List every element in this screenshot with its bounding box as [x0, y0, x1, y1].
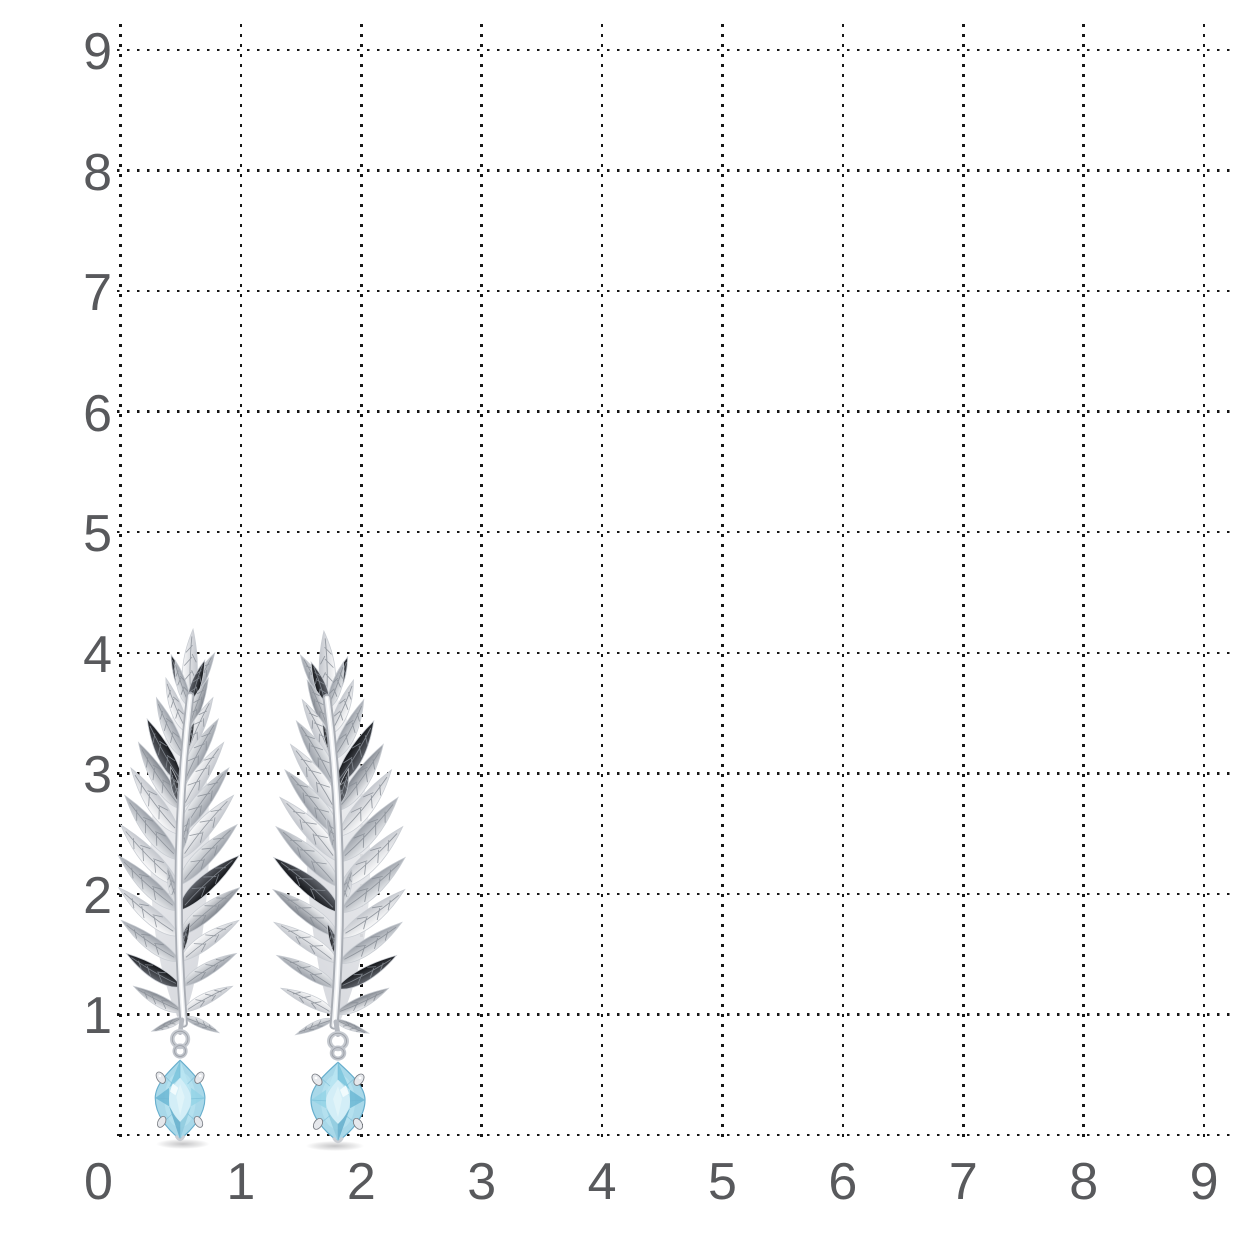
x-axis-label-1: 1 [226, 1153, 256, 1211]
grid-line-horizontal-5 [117, 530, 1233, 534]
y-axis-label-2: 2 [83, 866, 112, 925]
right-earring [269, 631, 413, 1151]
grid-line-horizontal-8 [117, 169, 1233, 172]
grid-line-horizontal-3 [117, 772, 1233, 775]
grid-line-vertical-3 [480, 24, 483, 1139]
left-earring [112, 629, 244, 1149]
grid-line-vertical-9 [1202, 24, 1206, 1139]
y-axis-label-8: 8 [83, 143, 112, 202]
x-axis-label-3: 3 [467, 1153, 497, 1211]
x-axis-label-2: 2 [346, 1153, 376, 1211]
x-axis-label-7: 7 [948, 1153, 978, 1211]
grid-line-vertical-1 [239, 24, 243, 1139]
grid-line-horizontal-6 [117, 410, 1233, 413]
grid-line-vertical-7 [962, 24, 965, 1139]
grid-line-horizontal-9 [117, 48, 1233, 52]
x-axis-label-4: 4 [587, 1153, 617, 1211]
y-axis-label-9: 9 [83, 22, 112, 81]
y-axis-label-3: 3 [83, 746, 112, 805]
grid-line-horizontal-0 [117, 1133, 1233, 1137]
x-axis-label-8: 8 [1069, 1153, 1099, 1211]
grid-line-horizontal-2 [117, 892, 1233, 896]
x-axis-label-5: 5 [708, 1153, 737, 1211]
x-axis-label-0: 0 [84, 1153, 113, 1211]
grid-line-vertical-2 [360, 24, 363, 1139]
y-axis-label-7: 7 [83, 264, 112, 323]
grid-line-vertical-6 [841, 24, 845, 1139]
y-axis-label-1: 1 [83, 987, 112, 1046]
grid-line-vertical-4 [600, 24, 604, 1139]
y-axis-label-4: 4 [83, 625, 112, 684]
grid-line-horizontal-4 [117, 651, 1233, 654]
x-axis-label-9: 9 [1189, 1153, 1219, 1211]
y-axis-label-5: 5 [83, 505, 112, 564]
grid-line-horizontal-1 [117, 1013, 1233, 1016]
x-axis-label-6: 6 [828, 1153, 858, 1211]
grid-line-vertical-0 [119, 24, 122, 1139]
grid-line-vertical-8 [1082, 24, 1085, 1139]
grid-line-vertical-5 [721, 24, 724, 1139]
y-axis-label-6: 6 [83, 384, 112, 443]
grid-line-horizontal-7 [117, 289, 1233, 293]
